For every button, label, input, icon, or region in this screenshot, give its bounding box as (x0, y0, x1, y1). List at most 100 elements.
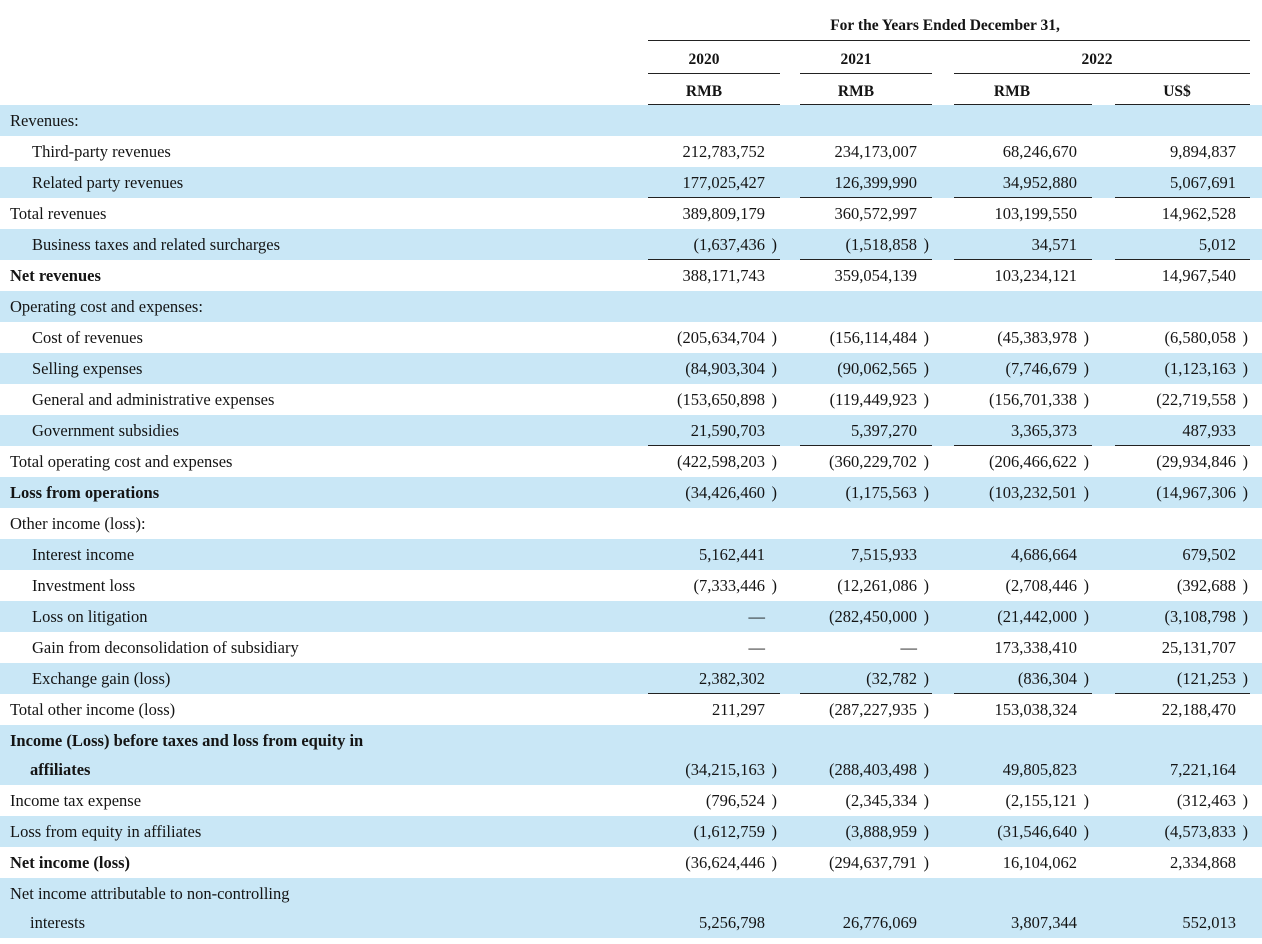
row-label: Total operating cost and expenses (10, 452, 233, 471)
value-cell: 388,171,743 (682, 266, 766, 285)
value-cell: — (748, 638, 766, 657)
table-row: Investment loss (7,333,446) (12,261,086) (2… (0, 570, 1262, 601)
table-row: Income (Loss) before taxes and loss from… (0, 725, 1262, 785)
value-cell: (103,232,501) (989, 483, 1089, 502)
value-cell: (12,261,086) (837, 576, 929, 595)
row-label: Government subsidies (32, 421, 180, 440)
table-row: Net income (loss) attributable to ordina… (0, 938, 1262, 944)
value-cell: 22,188,470 (1161, 700, 1237, 719)
period-header: For the Years Ended December 31, (628, 4, 1262, 41)
value-cell: (796,524) (705, 791, 777, 810)
row-label: Income tax expense (10, 791, 142, 810)
row-label: Total other income (loss) (10, 700, 176, 719)
value-cell: (360,229,702) (829, 452, 929, 471)
value-cell: 173,338,410 (994, 638, 1078, 657)
value-cell: (1,123,163) (1164, 359, 1249, 378)
value-cell (628, 105, 780, 136)
value-cell: 3,807,344 (1011, 913, 1077, 932)
value-cell: 359,054,139 (834, 266, 918, 285)
value-cell: 25,131,707 (1161, 638, 1237, 657)
value-cell: 16,104,062 (1002, 853, 1077, 872)
value-cell (628, 508, 780, 539)
value-cell: (153,650,898) (677, 390, 777, 409)
value-cell: (7,746,679) (1005, 359, 1090, 378)
value-cell: (288,403,498) (829, 760, 929, 779)
header-spacer (0, 41, 628, 74)
value-cell: (45,383,978) (997, 328, 1089, 347)
value-cell: 49,805,823 (1002, 760, 1077, 779)
value-cell: 19,911,406 (932, 938, 1092, 944)
table-row: Loss from operations (34,426,460) (1,175,5… (0, 477, 1262, 508)
currency-header-rmb-2021: RMB (780, 74, 932, 105)
value-cell: (31,367,648) (628, 938, 780, 944)
value-cell (932, 105, 1092, 136)
value-cell: 9,894,837 (1170, 142, 1237, 161)
table-row: Exchange gain (loss) 2,382,302 (32,782) (83… (0, 663, 1262, 694)
value-cell: 103,234,121 (994, 266, 1078, 285)
financial-table: For the Years Ended December 31, 2020 20… (0, 4, 1262, 944)
document-page: { "colors": { "stripe": "#c9e7f6", "text… (0, 4, 1262, 944)
row-label: General and administrative expenses (32, 390, 275, 409)
value-cell: (34,215,163) (685, 760, 777, 779)
row-label: Other income (loss): (10, 514, 146, 533)
value-cell: 68,246,670 (1002, 142, 1077, 161)
table-row: Total operating cost and expenses (422,59… (0, 446, 1262, 477)
row-label: Net income attributable to non-controlli… (10, 884, 290, 932)
row-label: Net income (loss) (10, 853, 131, 872)
row-label: Business taxes and related surcharges (32, 235, 281, 254)
value-cell: (1,637,436) (628, 229, 780, 260)
value-cell: (121,253) (1092, 663, 1262, 694)
table-row: Revenues: (0, 105, 1262, 136)
table-row: Selling expenses (84,903,304) (90,062,565)… (0, 353, 1262, 384)
value-cell: (2,708,446) (1005, 576, 1090, 595)
period-header-row: For the Years Ended December 31, (0, 4, 1262, 41)
row-label: Investment loss (32, 576, 136, 595)
row-label: Cost of revenues (32, 328, 143, 347)
header-spacer (0, 74, 628, 105)
value-cell: (34,426,460) (685, 483, 777, 502)
value-cell: 679,502 (1182, 545, 1237, 564)
table-row: Related party revenues 177,025,427 126,399… (0, 167, 1262, 198)
value-cell: 211,297 (711, 700, 765, 719)
value-cell: (156,701,338) (989, 390, 1089, 409)
value-cell: (119,449,923) (829, 390, 929, 409)
value-cell: (4,573,833) (1164, 822, 1249, 841)
row-label: Third-party revenues (32, 142, 171, 161)
table-body: Revenues: Third-party revenues 212,783,752… (0, 105, 1262, 944)
value-cell: 2,334,868 (1170, 853, 1237, 872)
value-cell: (294,637,791) (829, 853, 929, 872)
table-row: Cost of revenues (205,634,704) (156,114,48… (0, 322, 1262, 353)
row-label: Interest income (32, 545, 135, 564)
value-cell: 389,809,179 (682, 204, 766, 223)
value-cell: (6,580,058) (1164, 328, 1249, 347)
value-cell (780, 508, 932, 539)
value-cell: 5,012 (1092, 229, 1262, 260)
value-cell: 14,967,540 (1161, 266, 1237, 285)
value-cell: 4,686,664 (1011, 545, 1077, 564)
value-cell (1092, 105, 1262, 136)
table-row: General and administrative expenses (153,… (0, 384, 1262, 415)
row-label: Revenues: (10, 111, 79, 130)
table-row: Loss on litigation — (282,450,000) (21,442,… (0, 601, 1262, 632)
value-cell: (422,598,203) (677, 452, 777, 471)
value-cell (780, 105, 932, 136)
value-cell: 234,173,007 (834, 142, 918, 161)
value-cell: 5,397,270 (780, 415, 932, 446)
value-cell: (32,782) (780, 663, 932, 694)
value-cell: (2,155,121) (1005, 791, 1090, 810)
year-header-2021: 2021 (780, 41, 932, 74)
value-cell: 14,962,528 (1161, 204, 1237, 223)
row-label: Loss from equity in affiliates (10, 822, 202, 841)
value-cell: 26,776,069 (842, 913, 917, 932)
value-cell: 7,515,933 (851, 545, 917, 564)
table-row: Operating cost and expenses: (0, 291, 1262, 322)
value-cell: (29,934,846) (1156, 452, 1249, 471)
value-cell (780, 291, 932, 322)
value-cell: (22,719,558) (1156, 390, 1249, 409)
value-cell: (90,062,565) (837, 359, 929, 378)
value-cell: 552,013 (1182, 913, 1237, 932)
table-row: Business taxes and related surcharges (1,… (0, 229, 1262, 260)
value-cell: 212,783,752 (682, 142, 766, 161)
currency-header-rmb-2022: RMB (932, 74, 1092, 105)
value-cell: 5,256,798 (699, 913, 765, 932)
